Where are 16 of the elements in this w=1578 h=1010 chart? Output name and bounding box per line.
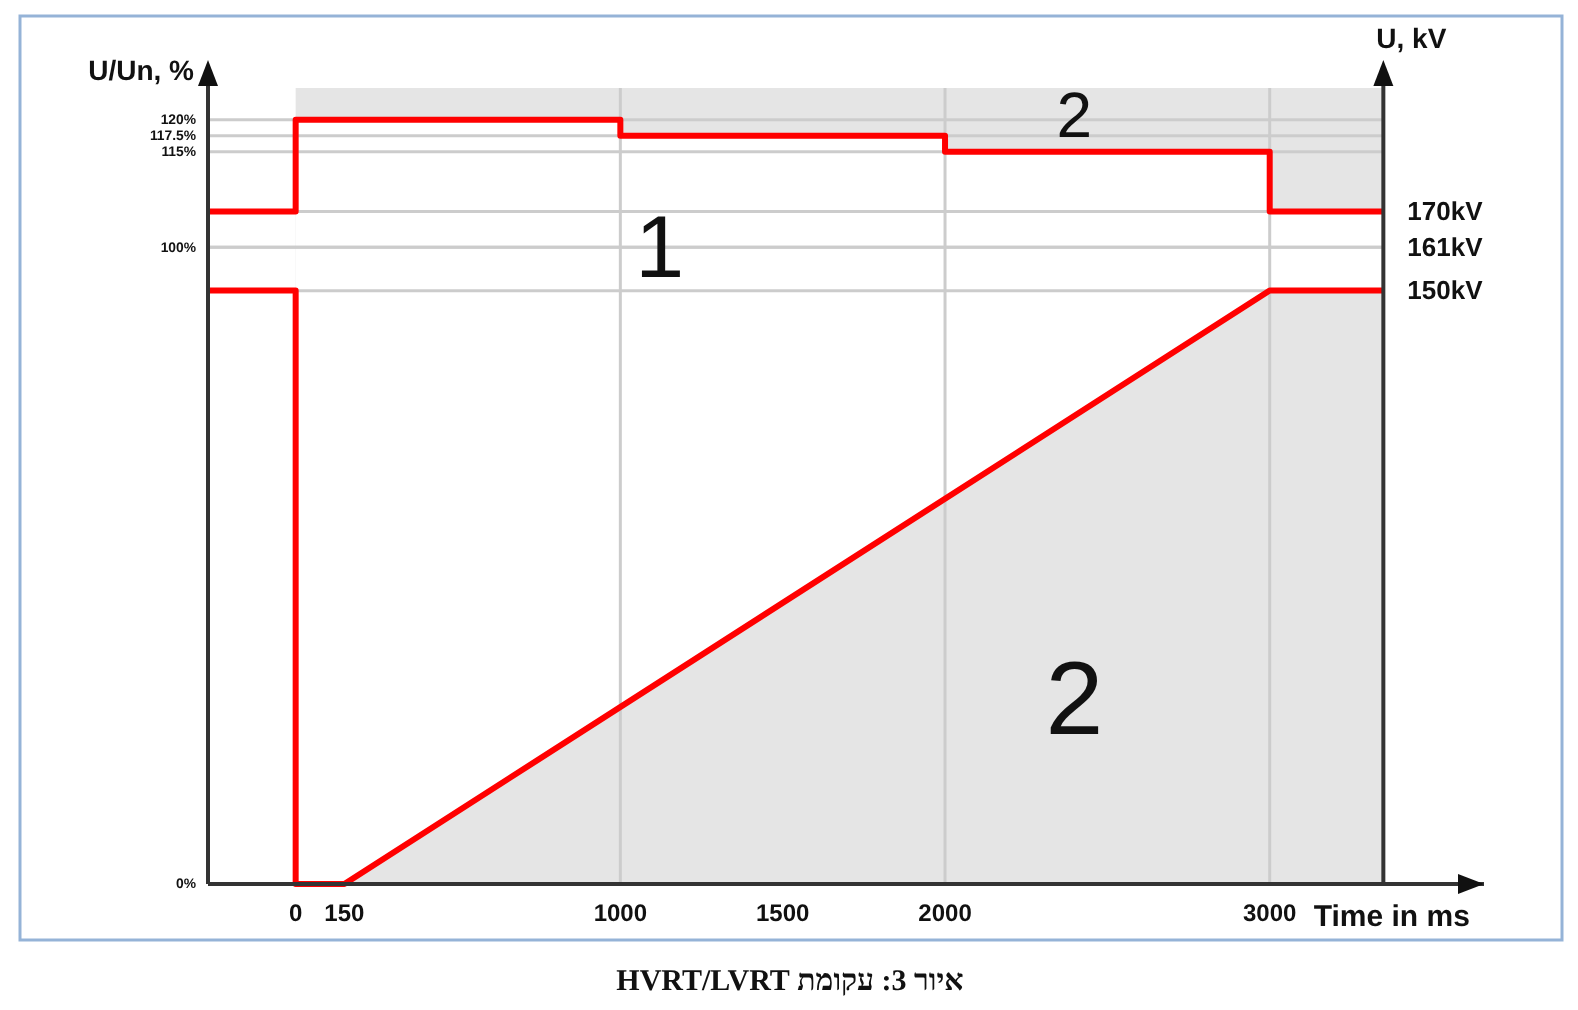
annotation: 2	[1045, 642, 1104, 759]
x-axis-title: Time in ms	[1313, 900, 1470, 934]
x-tick-label: 0	[288, 899, 303, 928]
y2-axis-title: U, kV	[1376, 22, 1448, 54]
y2-tick-label: 150kV	[1407, 275, 1484, 306]
y2-tick-label: 161kV	[1407, 231, 1484, 262]
annotation: 1	[635, 198, 685, 297]
text: איור 3: עקומת HVRT/LVRT	[616, 966, 965, 998]
x-tick-label: 3000	[1243, 899, 1298, 928]
x-tick-label: 150	[324, 899, 366, 928]
x-tick-label: 1000	[593, 899, 648, 928]
x-tick-label: 1500	[755, 899, 811, 928]
y-axis-title: U/Un, %	[88, 54, 196, 86]
y2-tick-label: 170kV	[1407, 195, 1484, 226]
x-tick-label: 2000	[918, 899, 973, 928]
annotation: 2	[1056, 79, 1093, 152]
